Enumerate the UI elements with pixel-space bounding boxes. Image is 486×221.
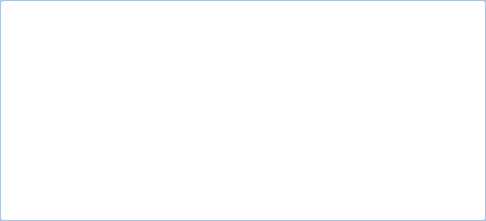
Text: C.-6: C.-6 (148, 175, 194, 195)
Text: a: a (451, 27, 473, 46)
Text: B.-5: B.-5 (148, 152, 195, 172)
Text: NOT: NOT (407, 27, 456, 46)
Text: solution for the inequality – 5x – 5 ≤  25?: solution for the inequality – 5x – 5 ≤ 2… (15, 88, 486, 108)
Text: A.-4: A.-4 (148, 127, 195, 147)
Text: Which of the following values of x is: Which of the following values of x is (15, 27, 449, 46)
Text: D.-7: D.-7 (147, 200, 195, 220)
